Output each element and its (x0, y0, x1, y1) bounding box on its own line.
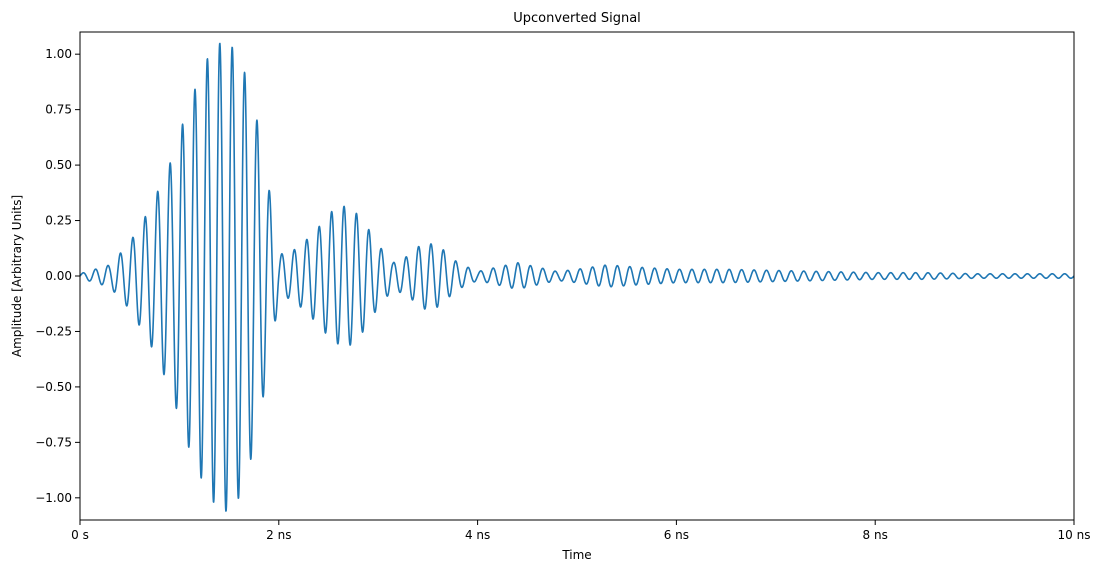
y-tick-label: 1.00 (45, 47, 72, 61)
y-tick-label: 0.50 (45, 158, 72, 172)
y-tick-label: −0.25 (35, 324, 72, 338)
plot-area (79, 42, 1075, 512)
x-tick-label: 10 ns (1058, 528, 1091, 542)
y-tick-label: −0.50 (35, 380, 72, 394)
x-axis-ticks: 0 s 2 ns 4 ns 6 ns 8 ns 10 ns (71, 520, 1090, 542)
x-tick-label: 6 ns (664, 528, 689, 542)
x-tick-label: 4 ns (465, 528, 490, 542)
x-tick-label: 0 s (71, 528, 89, 542)
y-tick-label: 0.25 (45, 214, 72, 228)
x-tick-label: 2 ns (266, 528, 291, 542)
x-axis-label: Time (561, 548, 591, 561)
chart-title: Upconverted Signal (513, 11, 641, 26)
signal-line (79, 42, 1075, 512)
y-axis-label: Amplitude [Arbitrary Units] (10, 195, 24, 357)
x-tick-label: 8 ns (863, 528, 888, 542)
y-tick-label: −0.75 (35, 435, 72, 449)
y-tick-label: 0.00 (45, 269, 72, 283)
y-tick-label: 0.75 (45, 103, 72, 117)
y-axis-ticks: −1.00 −0.75 −0.50 −0.25 0.00 0.25 0.50 0.75 1.00 (35, 47, 80, 505)
y-tick-label: −1.00 (35, 491, 72, 505)
